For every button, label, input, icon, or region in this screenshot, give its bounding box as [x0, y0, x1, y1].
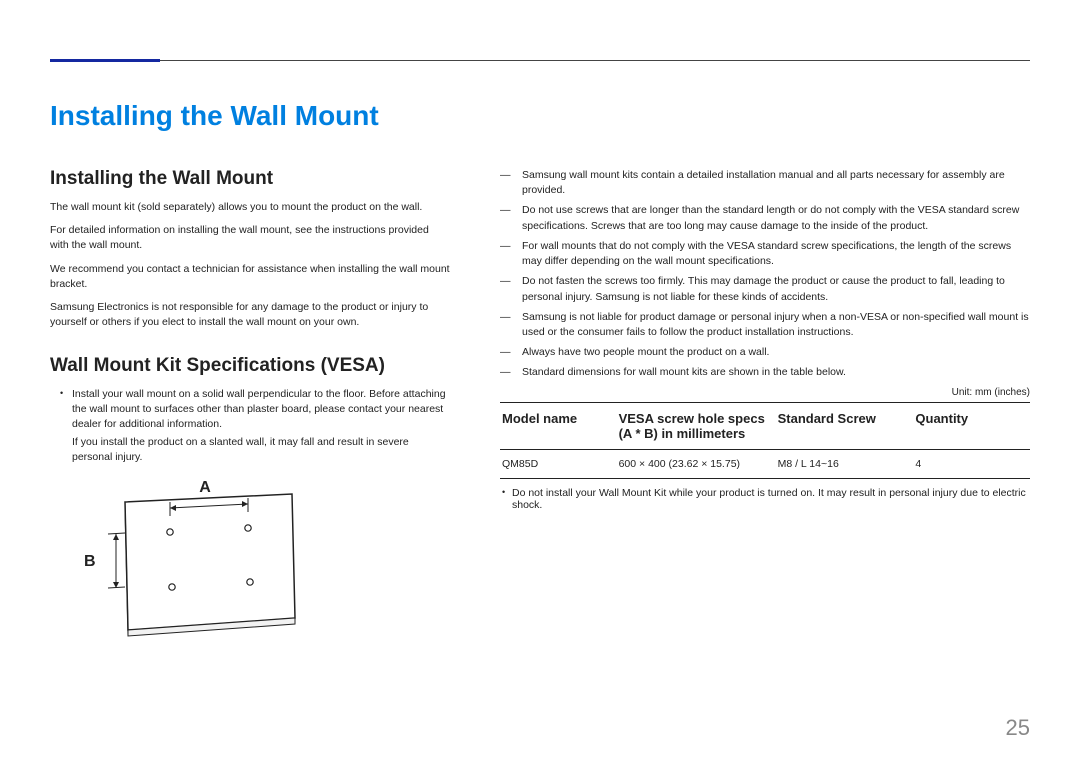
list-text: Do not use screws that are longer than t…	[522, 203, 1030, 233]
col-model: Model name	[500, 402, 617, 449]
warning-list: ―Samsung wall mount kits contain a detai…	[500, 168, 1030, 381]
left-heading: Installing the Wall Mount	[50, 168, 450, 190]
page-title: Installing the Wall Mount	[50, 100, 1030, 132]
list-text: Do not fasten the screws too firmly. Thi…	[522, 274, 1030, 304]
vesa-indent-note: If you install the product on a slanted …	[50, 435, 450, 465]
footer-note: Do not install your Wall Mount Kit while…	[500, 487, 1030, 511]
list-item: ―Do not fasten the screws too firmly. Th…	[500, 274, 1030, 304]
vesa-note-list: Install your wall mount on a solid wall …	[50, 387, 450, 433]
vesa-note: Install your wall mount on a solid wall …	[62, 387, 450, 433]
paragraph: We recommend you contact a technician fo…	[50, 262, 450, 292]
dash-icon: ―	[500, 168, 522, 198]
cell-model: QM85D	[500, 449, 617, 478]
col-vesa: VESA screw hole specs (A * B) in millime…	[617, 402, 776, 449]
list-item: ―Standard dimensions for wall mount kits…	[500, 365, 1030, 380]
list-text: Always have two people mount the product…	[522, 345, 1030, 360]
vesa-diagram: A B	[70, 480, 450, 655]
cell-qty: 4	[913, 449, 1030, 478]
list-text: Standard dimensions for wall mount kits …	[522, 365, 1030, 380]
dash-icon: ―	[500, 310, 522, 340]
unit-label: Unit: mm (inches)	[500, 387, 1030, 398]
list-text: Samsung is not liable for product damage…	[522, 310, 1030, 340]
right-column: ―Samsung wall mount kits contain a detai…	[500, 168, 1030, 655]
paragraph: Samsung Electronics is not responsible f…	[50, 300, 450, 330]
list-text: Samsung wall mount kits contain a detail…	[522, 168, 1030, 198]
list-item: ―Do not use screws that are longer than …	[500, 203, 1030, 233]
dash-icon: ―	[500, 239, 522, 269]
diagram-label-a: A	[199, 480, 211, 496]
specs-table: Model name VESA screw hole specs (A * B)…	[500, 402, 1030, 479]
cell-vesa: 600 × 400 (23.62 × 15.75)	[617, 449, 776, 478]
table-row: QM85D 600 × 400 (23.62 × 15.75) M8 / L 1…	[500, 449, 1030, 478]
list-item: ―Always have two people mount the produc…	[500, 345, 1030, 360]
vesa-heading: Wall Mount Kit Specifications (VESA)	[50, 355, 450, 377]
list-item: ―Samsung is not liable for product damag…	[500, 310, 1030, 340]
paragraph: The wall mount kit (sold separately) all…	[50, 200, 450, 215]
dash-icon: ―	[500, 345, 522, 360]
list-text: For wall mounts that do not comply with …	[522, 239, 1030, 269]
content-columns: Installing the Wall Mount The wall mount…	[50, 168, 1030, 655]
dash-icon: ―	[500, 365, 522, 380]
list-item: ―For wall mounts that do not comply with…	[500, 239, 1030, 269]
table-header-row: Model name VESA screw hole specs (A * B)…	[500, 402, 1030, 449]
paragraph: For detailed information on installing t…	[50, 223, 450, 253]
header-rule	[50, 60, 1030, 61]
header-accent	[50, 59, 160, 62]
list-item: ―Samsung wall mount kits contain a detai…	[500, 168, 1030, 198]
cell-screw: M8 / L 14~16	[776, 449, 914, 478]
dash-icon: ―	[500, 203, 522, 233]
dash-icon: ―	[500, 274, 522, 304]
left-column: Installing the Wall Mount The wall mount…	[50, 168, 450, 655]
col-qty: Quantity	[913, 402, 1030, 449]
diagram-label-b: B	[84, 553, 96, 570]
col-screw: Standard Screw	[776, 402, 914, 449]
page-number: 25	[1006, 715, 1030, 741]
